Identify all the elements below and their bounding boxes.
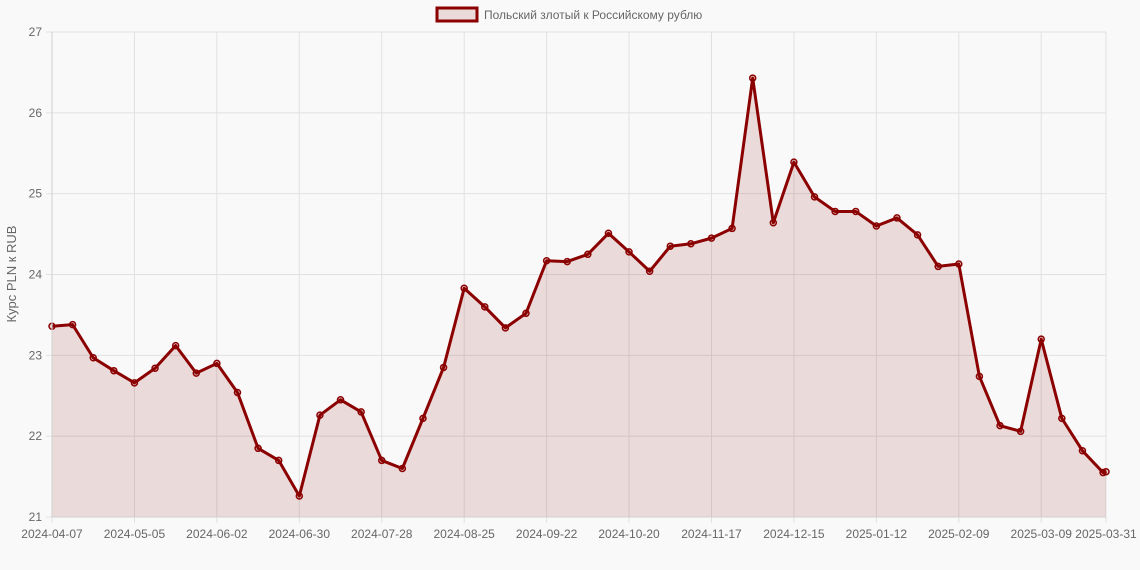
y-tick-label: 26: [29, 106, 43, 120]
y-tick-label: 27: [29, 25, 43, 39]
y-axis-title: Курс PLN к RUB: [4, 226, 19, 323]
data-point[interactable]: [584, 250, 592, 259]
data-point[interactable]: [893, 214, 901, 222]
legend[interactable]: Польский злотый к Российскому рублю: [435, 6, 702, 23]
data-point[interactable]: [419, 414, 427, 423]
x-tick-label: 2024-11-17: [681, 527, 742, 541]
data-point[interactable]: [934, 262, 942, 271]
data-point[interactable]: [213, 359, 221, 368]
data-point[interactable]: [316, 411, 324, 419]
data-point[interactable]: [831, 207, 839, 216]
y-tick-label: 21: [29, 510, 43, 524]
y-tick-label: 22: [29, 429, 43, 443]
data-point[interactable]: [295, 492, 304, 500]
data-point[interactable]: [89, 354, 97, 362]
data-point[interactable]: [336, 396, 345, 404]
data-point[interactable]: [955, 260, 963, 268]
x-tick-label: 2024-05-05: [104, 527, 166, 541]
x-tick-label: 2025-01-12: [846, 527, 908, 541]
y-tick-label: 24: [29, 268, 43, 282]
x-tick-label: 2024-10-20: [598, 527, 660, 541]
data-point[interactable]: [748, 74, 757, 82]
data-point[interactable]: [357, 408, 365, 416]
series-line: [51, 76, 1107, 498]
data-point[interactable]: [481, 303, 489, 311]
data-point[interactable]: [501, 324, 510, 332]
data-point[interactable]: [192, 369, 201, 377]
data-point[interactable]: [728, 224, 736, 233]
legend-swatch[interactable]: [435, 6, 479, 23]
series-layer: [51, 76, 1107, 517]
data-point[interactable]: [687, 240, 695, 248]
data-point[interactable]: [666, 242, 675, 250]
data-point[interactable]: [975, 372, 984, 381]
data-point[interactable]: [151, 364, 159, 373]
data-point[interactable]: [1016, 427, 1025, 436]
data-point[interactable]: [542, 257, 551, 265]
data-point[interactable]: [1102, 467, 1110, 476]
data-point[interactable]: [604, 229, 613, 238]
y-tick-label: 25: [29, 187, 43, 201]
data-point[interactable]: [171, 341, 180, 350]
x-tick-label: 2025-03-31: [1075, 527, 1137, 541]
data-point[interactable]: [810, 193, 819, 201]
data-point[interactable]: [522, 309, 530, 318]
x-tick-label: 2024-07-28: [351, 527, 413, 541]
points-layer: [48, 74, 1110, 500]
x-tick-label: 2024-06-02: [186, 527, 248, 541]
x-tick-label: 2024-12-15: [763, 527, 825, 541]
data-point[interactable]: [563, 257, 571, 266]
x-tick-label: 2024-06-30: [269, 527, 331, 541]
data-point[interactable]: [398, 464, 407, 473]
data-point[interactable]: [1037, 335, 1045, 343]
series-area: [52, 78, 1106, 517]
data-point[interactable]: [1078, 446, 1087, 455]
data-point[interactable]: [130, 379, 139, 387]
data-point[interactable]: [460, 284, 468, 292]
data-point[interactable]: [872, 222, 881, 230]
data-point[interactable]: [254, 444, 262, 453]
x-tick-label: 2024-09-22: [516, 527, 578, 541]
y-tick-label: 23: [29, 348, 43, 362]
x-tick-label: 2025-03-09: [1011, 527, 1073, 541]
data-point[interactable]: [769, 219, 778, 227]
data-point[interactable]: [377, 456, 386, 465]
data-point[interactable]: [274, 456, 283, 465]
data-point[interactable]: [233, 388, 242, 397]
data-point[interactable]: [68, 320, 77, 329]
grid: [51, 31, 1107, 518]
legend-label[interactable]: Польский злотый к Российскому рублю: [484, 8, 702, 22]
x-tick-label: 2025-02-09: [928, 527, 990, 541]
data-point[interactable]: [625, 248, 633, 256]
data-point[interactable]: [110, 366, 118, 375]
data-point[interactable]: [1058, 414, 1066, 423]
axes: 21 22 23 24 25 26 27 2024-04-07 2024-05-05 2024-0…: [21, 25, 1137, 541]
data-point[interactable]: [851, 207, 860, 216]
data-point[interactable]: [645, 267, 654, 276]
data-point[interactable]: [913, 231, 922, 239]
data-point[interactable]: [439, 363, 448, 372]
data-point[interactable]: [790, 158, 798, 166]
x-tick-label: 2024-04-07: [21, 527, 83, 541]
data-point[interactable]: [707, 234, 716, 242]
data-point[interactable]: [996, 421, 1004, 430]
x-tick-label: 2024-08-25: [433, 527, 495, 541]
